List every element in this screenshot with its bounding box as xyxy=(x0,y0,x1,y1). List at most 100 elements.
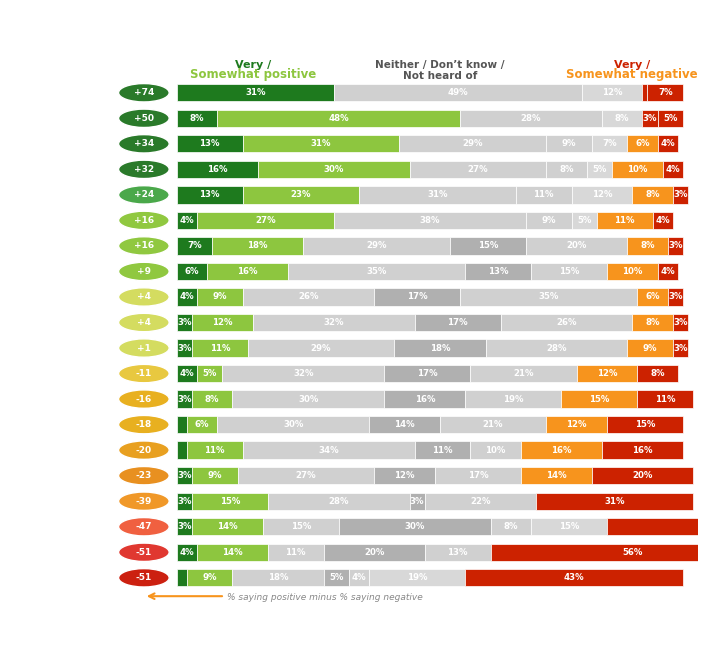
Bar xyxy=(490,518,531,536)
Text: 32%: 32% xyxy=(293,369,314,378)
Text: 29%: 29% xyxy=(311,344,332,353)
Bar xyxy=(576,365,637,382)
Text: 16%: 16% xyxy=(632,446,653,455)
Text: 43%: 43% xyxy=(563,573,584,582)
Bar xyxy=(435,467,521,484)
Bar xyxy=(627,339,673,357)
Text: 28%: 28% xyxy=(546,344,566,353)
Bar xyxy=(581,84,642,101)
Text: 23%: 23% xyxy=(291,191,311,200)
Text: -23: -23 xyxy=(136,471,152,480)
Bar xyxy=(440,416,546,433)
Bar xyxy=(521,441,602,459)
Ellipse shape xyxy=(119,517,169,536)
Text: 20%: 20% xyxy=(364,548,384,557)
Text: Somewhat negative: Somewhat negative xyxy=(566,67,698,81)
Text: 10%: 10% xyxy=(485,446,505,455)
Bar xyxy=(192,467,238,484)
Bar xyxy=(177,212,197,229)
Text: +9: +9 xyxy=(137,267,151,276)
Text: 21%: 21% xyxy=(483,420,503,429)
Text: 11%: 11% xyxy=(205,446,225,455)
Bar xyxy=(304,237,450,255)
Text: 9%: 9% xyxy=(562,140,576,149)
Bar xyxy=(637,288,668,306)
Bar xyxy=(339,518,490,536)
Bar xyxy=(187,416,217,433)
Text: +24: +24 xyxy=(134,191,154,200)
Bar xyxy=(460,288,637,306)
Bar xyxy=(632,186,673,203)
Bar xyxy=(177,263,207,280)
Ellipse shape xyxy=(119,364,169,383)
Ellipse shape xyxy=(119,339,169,357)
Text: 14%: 14% xyxy=(395,420,415,429)
Text: 31%: 31% xyxy=(311,140,332,149)
Text: 3%: 3% xyxy=(673,318,687,327)
Bar xyxy=(192,339,248,357)
Text: 8%: 8% xyxy=(205,395,220,404)
Ellipse shape xyxy=(119,492,169,510)
Bar xyxy=(470,365,576,382)
Text: 6%: 6% xyxy=(195,420,209,429)
Bar xyxy=(177,390,192,408)
Text: 14%: 14% xyxy=(217,522,238,531)
Text: 5%: 5% xyxy=(329,573,344,582)
Text: 3%: 3% xyxy=(177,522,192,531)
Bar xyxy=(263,518,339,536)
Text: 16%: 16% xyxy=(238,267,258,276)
Bar xyxy=(177,543,197,561)
Bar xyxy=(561,390,637,408)
Bar xyxy=(607,416,683,433)
Bar xyxy=(627,237,668,255)
Bar xyxy=(177,110,217,127)
Bar xyxy=(384,390,465,408)
Bar xyxy=(243,288,374,306)
Bar xyxy=(632,314,673,331)
Bar xyxy=(410,492,425,510)
Ellipse shape xyxy=(119,236,169,255)
Bar xyxy=(384,365,470,382)
Text: -16: -16 xyxy=(136,395,152,404)
Text: Somewhat positive: Somewhat positive xyxy=(190,67,316,81)
Bar xyxy=(637,390,693,408)
Text: 20%: 20% xyxy=(632,471,652,480)
Bar xyxy=(602,441,683,459)
Text: 14%: 14% xyxy=(222,548,243,557)
Bar xyxy=(197,543,268,561)
Bar xyxy=(500,314,632,331)
Text: 28%: 28% xyxy=(329,497,349,506)
Text: 7%: 7% xyxy=(187,242,202,251)
Bar xyxy=(663,161,683,178)
Text: 3%: 3% xyxy=(410,497,425,506)
Text: 15%: 15% xyxy=(478,242,498,251)
Bar xyxy=(526,237,627,255)
Ellipse shape xyxy=(119,288,169,306)
Text: 8%: 8% xyxy=(650,369,665,378)
Ellipse shape xyxy=(119,568,169,587)
Bar xyxy=(410,161,546,178)
Text: 11%: 11% xyxy=(614,216,635,225)
Text: 14%: 14% xyxy=(546,471,566,480)
Text: 15%: 15% xyxy=(559,522,579,531)
Text: 4%: 4% xyxy=(660,140,675,149)
Bar xyxy=(668,237,683,255)
Text: 12%: 12% xyxy=(212,318,233,327)
Text: 29%: 29% xyxy=(367,242,387,251)
Ellipse shape xyxy=(119,313,169,331)
Bar xyxy=(207,263,288,280)
Ellipse shape xyxy=(119,211,169,229)
Bar xyxy=(268,492,410,510)
Bar xyxy=(374,467,435,484)
Text: 9%: 9% xyxy=(203,573,217,582)
Text: 16%: 16% xyxy=(207,165,228,174)
Bar xyxy=(571,212,597,229)
Ellipse shape xyxy=(119,415,169,434)
Bar xyxy=(177,518,192,536)
Text: 30%: 30% xyxy=(405,522,425,531)
Bar xyxy=(177,441,187,459)
Bar xyxy=(197,212,334,229)
Text: +1: +1 xyxy=(137,344,151,353)
Bar xyxy=(177,467,192,484)
Bar xyxy=(177,161,258,178)
